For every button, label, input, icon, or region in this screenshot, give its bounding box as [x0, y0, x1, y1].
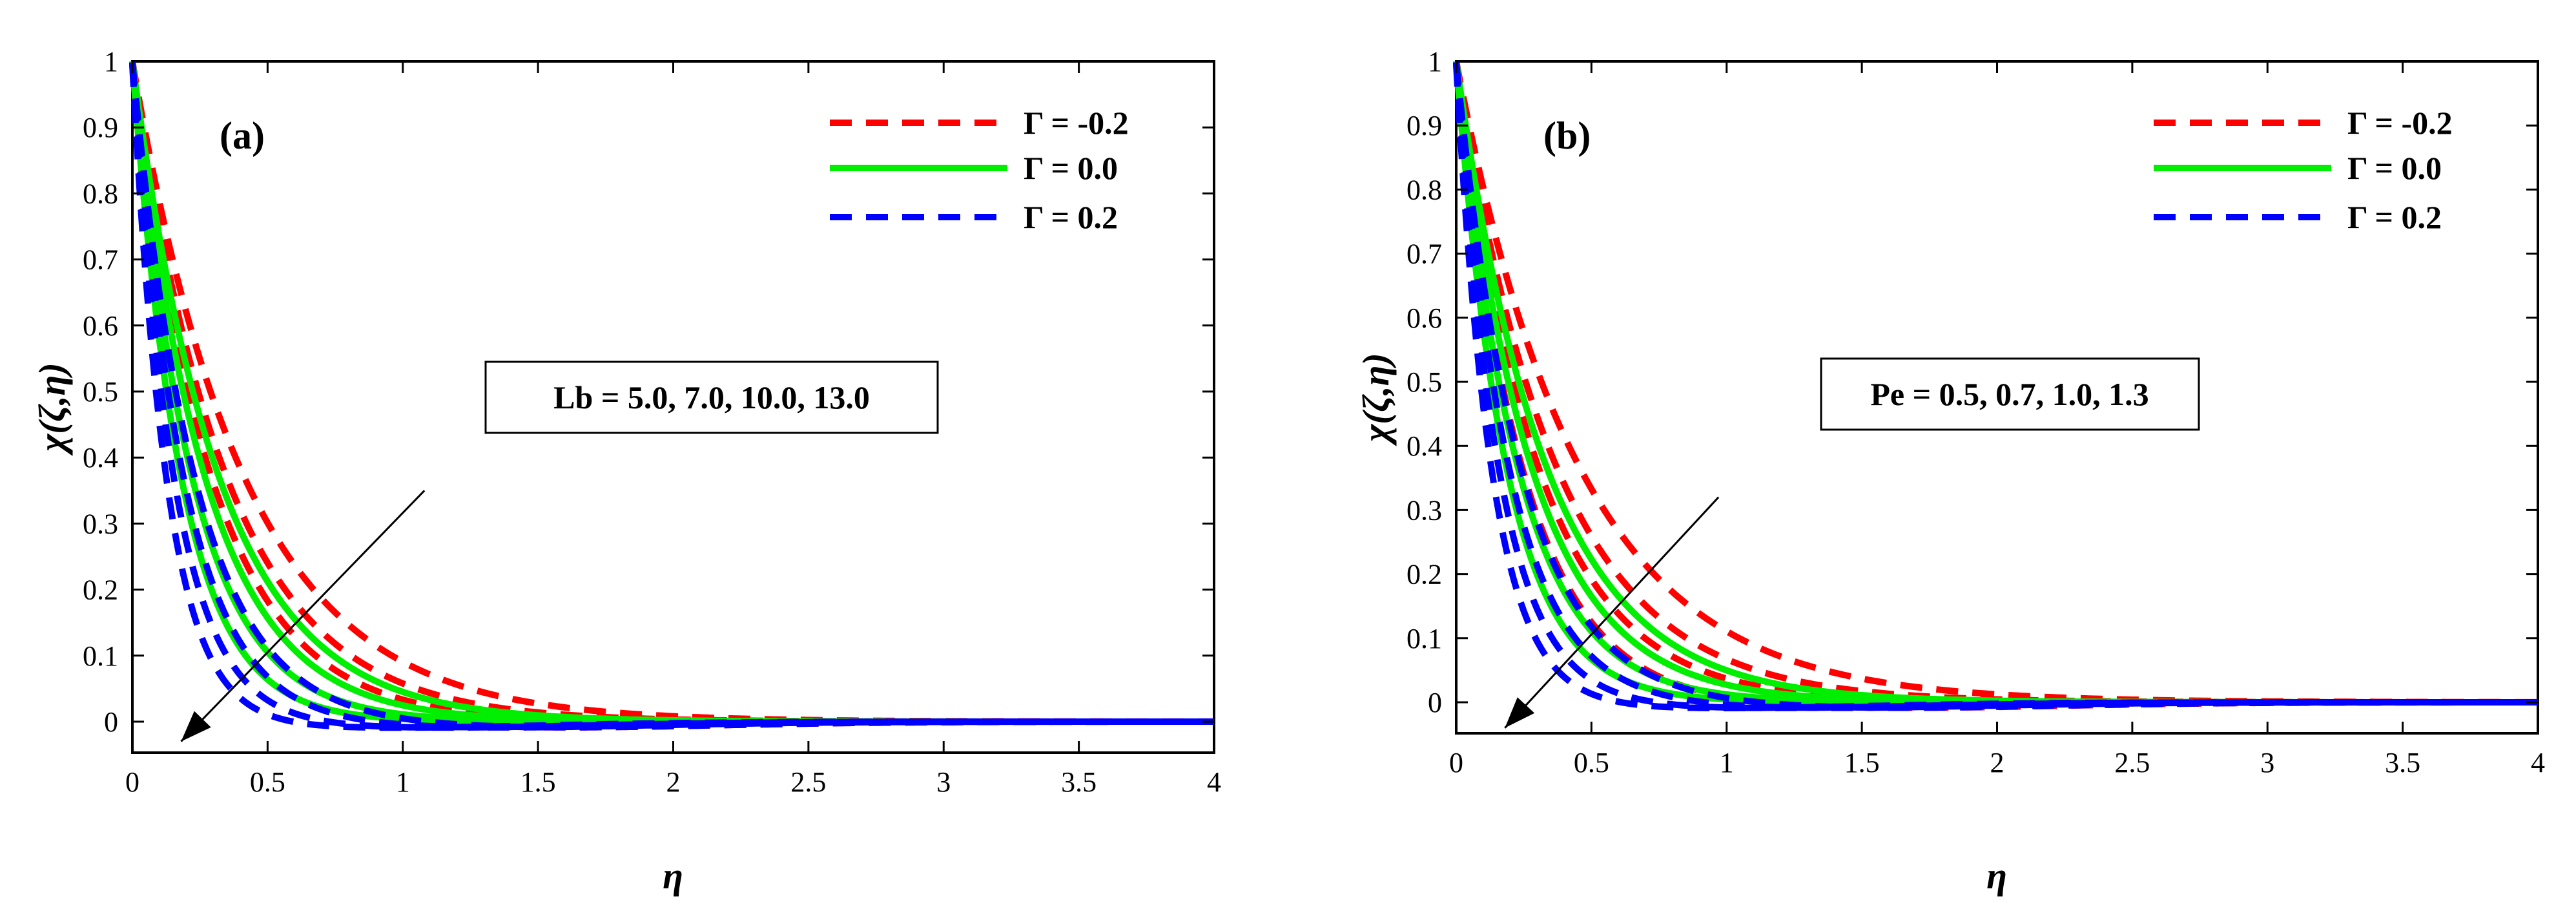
y-tick-label: 0.2 — [83, 574, 118, 606]
panel-tag: (a) — [220, 114, 265, 157]
y-tick-label: 0.4 — [1406, 430, 1442, 462]
x-tick-label: 1 — [1720, 747, 1734, 779]
y-axis-title: χ(ζ,η) — [1355, 353, 1397, 446]
series-group — [1453, 61, 2538, 711]
legend-label-1: Γ = 0.0 — [2347, 150, 2442, 186]
x-ticks: 0 0.5 1 1.5 2 2.5 3 3.5 4 — [125, 61, 1221, 798]
arrow-layer — [180, 490, 426, 742]
x-tick-label: 0.5 — [250, 766, 285, 798]
trend-arrow-head — [181, 711, 211, 742]
series-line-2-3 — [129, 65, 1214, 731]
x-tick-label: 0.5 — [1574, 747, 1609, 779]
trend-arrow-shaft — [180, 490, 426, 742]
y-ticks: 0 0.1 0.2 0.3 0.4 0.5 0.6 0.7 0.8 0.9 1 — [1406, 46, 2538, 718]
x-tick-label: 0 — [1449, 747, 1463, 779]
y-tick-label: 0.1 — [83, 640, 118, 672]
y-ticks: 0 0.1 0.2 0.3 0.4 0.5 0.6 0.7 0.8 0.9 1 — [83, 46, 1214, 738]
y-tick-label: 0 — [104, 706, 118, 738]
x-tick-label: 4 — [2531, 747, 2545, 779]
chart-panel-b: 0 0.5 1 1.5 2 2.5 3 3.5 4 0 0.1 0.2 0.3 0.4 0.5 0.6 0.7… — [1324, 0, 2576, 920]
param-box-text: Pe = 0.5, 0.7, 1.0, 1.3 — [1870, 376, 2148, 412]
series-group — [129, 61, 1214, 731]
chart-b: 0 0.5 1 1.5 2 2.5 3 3.5 4 0 0.1 0.2 0.3 0.4 0.5 0.6 0.7… — [1355, 46, 2545, 897]
param-box-frame — [484, 361, 939, 434]
x-tick-label: 4 — [1207, 766, 1221, 798]
legend-label-0: Γ = -0.2 — [2347, 105, 2453, 141]
series-line-2-3 — [1453, 65, 2538, 711]
y-tick-label: 0.9 — [83, 112, 118, 143]
y-tick-label: 0.9 — [1406, 110, 1442, 141]
trend-arrow-head — [1505, 697, 1535, 728]
param-box-frame — [1820, 357, 2200, 431]
chart-a: 0 0.5 1 1.5 2 2.5 3 3.5 4 0 0.1 0.2 0.3 0.4 0.5 0.6 0.7… — [31, 46, 1221, 897]
x-tick-label: 2.5 — [790, 766, 826, 798]
x-tick-label: 3.5 — [1061, 766, 1097, 798]
x-tick-label: 1.5 — [1844, 747, 1880, 779]
y-tick-label: 1 — [1428, 46, 1442, 78]
y-tick-label: 0.3 — [83, 508, 118, 539]
x-tick-label: 0 — [125, 766, 139, 798]
param-box-text: Lb = 5.0, 7.0, 10.0, 13.0 — [553, 379, 870, 415]
panel-tag: (b) — [1543, 114, 1591, 157]
y-tick-label: 0 — [1428, 687, 1442, 718]
y-tick-label: 0.1 — [1406, 623, 1442, 654]
legend-label-2: Γ = 0.2 — [1024, 199, 1118, 235]
x-tick-label: 1.5 — [520, 766, 556, 798]
param-box: Lb = 5.0, 7.0, 10.0, 13.0 — [484, 361, 939, 434]
legend-label-0: Γ = -0.2 — [1024, 105, 1129, 141]
y-tick-label: 0.6 — [83, 310, 118, 342]
x-tick-label: 2 — [1990, 747, 2004, 779]
y-tick-label: 0.7 — [1406, 238, 1442, 270]
x-tick-label: 2 — [666, 766, 681, 798]
series-line-0-2 — [129, 61, 1214, 725]
trend-arrow-shaft — [1504, 496, 1720, 729]
y-tick-label: 0.8 — [83, 178, 118, 209]
x-tick-label: 1 — [396, 766, 410, 798]
x-tick-label: 3 — [936, 766, 951, 798]
arrow-layer — [1504, 496, 1720, 729]
x-tick-label: 3 — [2260, 747, 2274, 779]
y-tick-label: 1 — [104, 46, 118, 78]
y-tick-label: 0.2 — [1406, 559, 1442, 591]
legend-label-2: Γ = 0.2 — [2347, 199, 2442, 235]
x-tick-label: 2.5 — [2114, 747, 2150, 779]
x-tick-label: 3.5 — [2385, 747, 2420, 779]
y-tick-label: 0.5 — [1406, 366, 1442, 398]
y-tick-label: 0.6 — [1406, 302, 1442, 334]
legend: Γ = -0.2 Γ = 0.0 Γ = 0.2 — [2154, 105, 2453, 235]
y-tick-label: 0.5 — [83, 376, 118, 408]
x-ticks: 0 0.5 1 1.5 2 2.5 3 3.5 4 — [1449, 61, 2545, 779]
param-box: Pe = 0.5, 0.7, 1.0, 1.3 — [1820, 357, 2200, 431]
y-tick-label: 0.3 — [1406, 494, 1442, 526]
legend-label-1: Γ = 0.0 — [1024, 150, 1118, 186]
y-tick-label: 0.7 — [83, 244, 118, 276]
y-tick-label: 0.4 — [83, 442, 118, 474]
y-tick-label: 0.8 — [1406, 174, 1442, 205]
legend: Γ = -0.2 Γ = 0.0 Γ = 0.2 — [830, 105, 1129, 235]
x-axis-title: η — [663, 855, 683, 897]
chart-panel-a: 0 0.5 1 1.5 2 2.5 3 3.5 4 0 0.1 0.2 0.3 0.4 0.5 0.6 0.7… — [0, 0, 1285, 920]
x-axis-title: η — [1986, 855, 2007, 897]
y-axis-title: χ(ζ,η) — [31, 362, 73, 456]
